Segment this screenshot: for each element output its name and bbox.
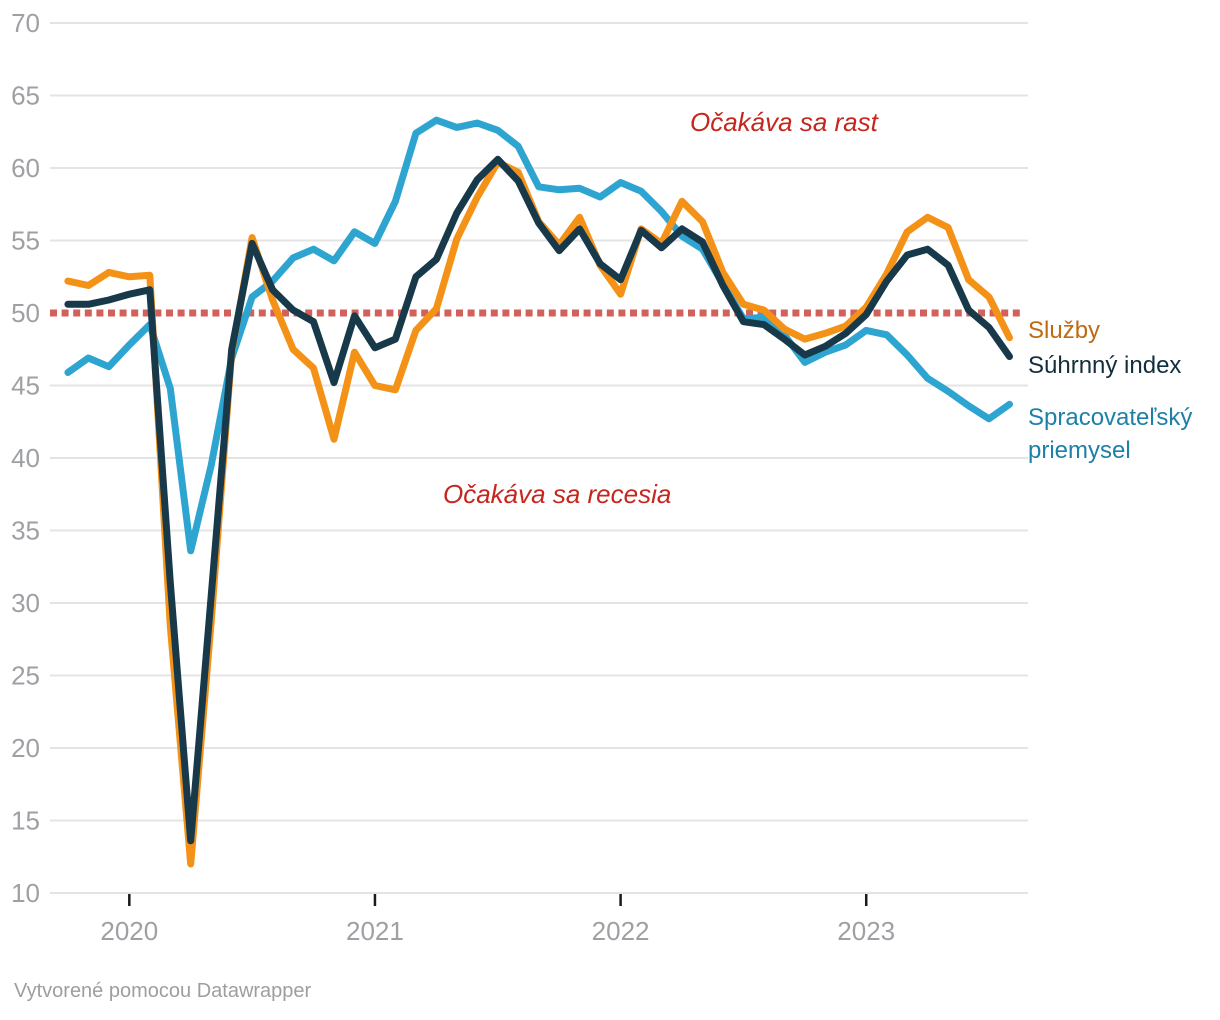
y-tick-label: 10 — [11, 878, 40, 908]
y-tick-label: 30 — [11, 588, 40, 618]
y-tick-label: 35 — [11, 516, 40, 546]
y-tick-label: 40 — [11, 443, 40, 473]
y-tick-label: 15 — [11, 806, 40, 836]
x-tick-label: 2022 — [592, 916, 650, 946]
pmi-line-chart: 10 15 20 25 30 35 40 45 50 55 60 65 70 2020 2021 2022 20… — [11, 8, 1028, 946]
x-tick-label: 2023 — [837, 916, 895, 946]
y-tick-label: 60 — [11, 153, 40, 183]
datawrapper-attribution: Vytvorené pomocou Datawrapper — [14, 980, 312, 1002]
x-tick-label: 2020 — [100, 916, 158, 946]
line-suhrnny-index — [64, 155, 1013, 845]
annotation-recession: Očakáva sa recesia — [443, 479, 672, 509]
series-label-spracovatelsky-priemysel: Spracovateľský priemysel — [1028, 404, 1193, 464]
y-tick-label: 55 — [11, 226, 40, 256]
y-tick-label: 20 — [11, 733, 40, 763]
y-tick-label: 45 — [11, 371, 40, 401]
y-tick-label: 50 — [11, 298, 40, 328]
y-tick-label: 25 — [11, 661, 40, 691]
line-sluzby — [64, 158, 1013, 868]
series-label-sluzby: Služby — [1028, 317, 1101, 344]
series-label-suhrnny-index: Súhrnný index — [1028, 352, 1182, 379]
y-tick-label: 70 — [11, 8, 40, 38]
y-tick-label: 65 — [11, 81, 40, 111]
annotation-growth: Očakáva sa rast — [690, 107, 878, 137]
x-tick-label: 2021 — [346, 916, 404, 946]
